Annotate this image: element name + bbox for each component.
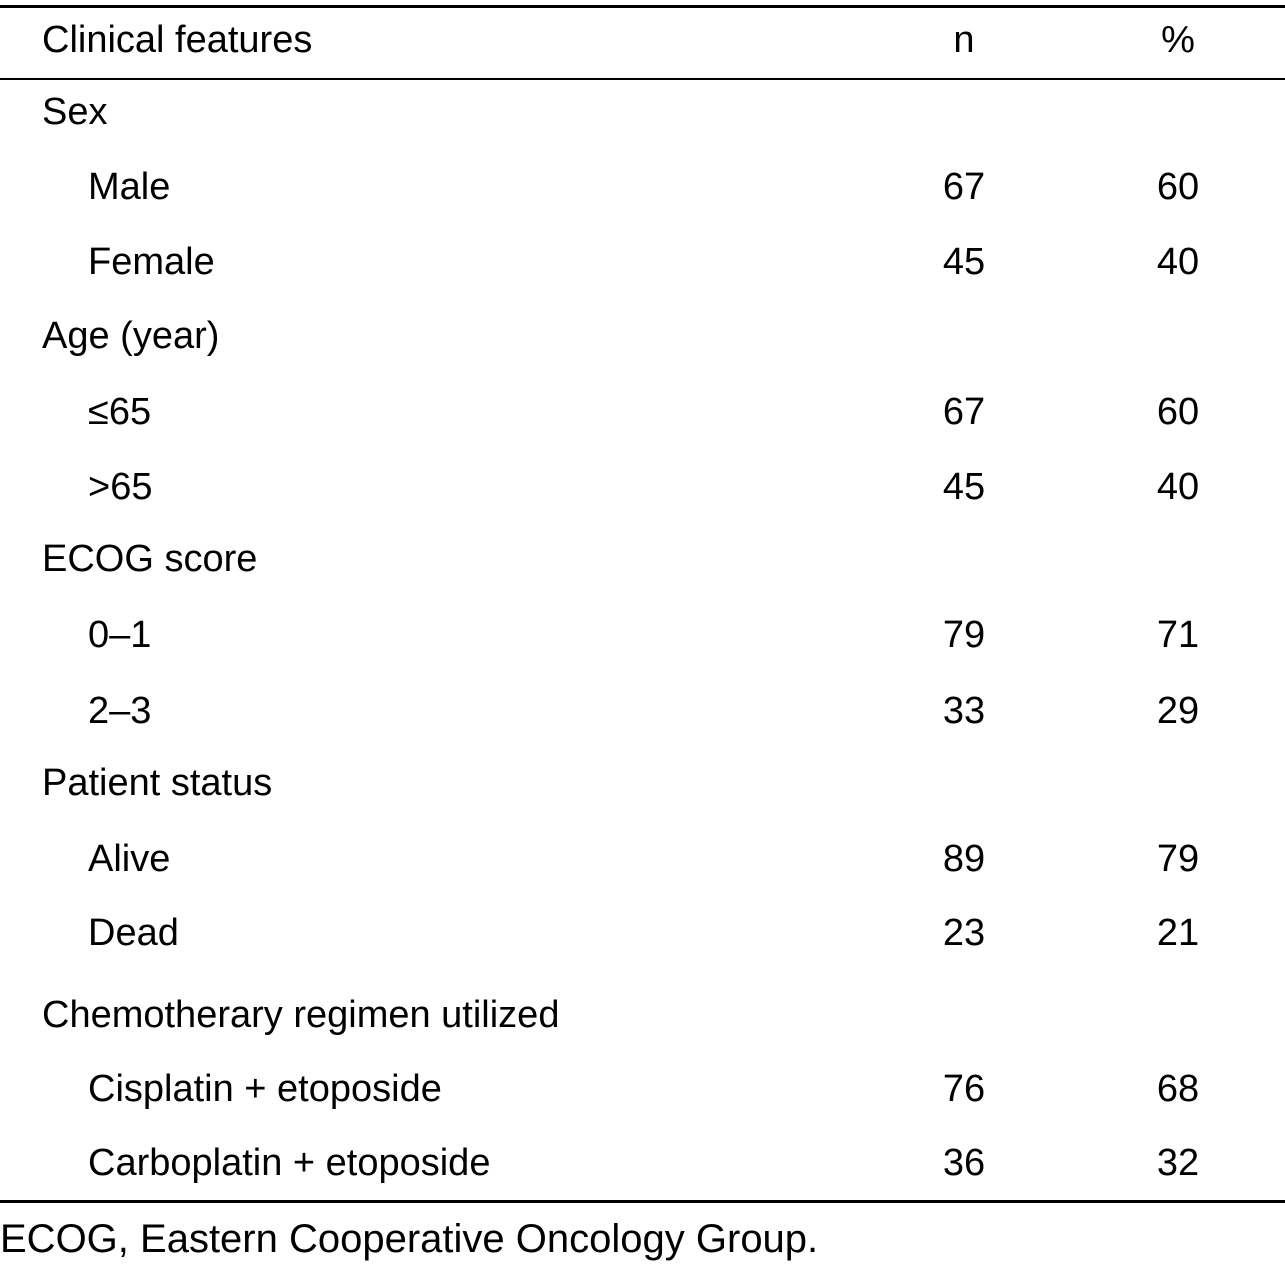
row-label: >65 [88,466,153,508]
row-percent: 79 [1156,838,1200,880]
table-row: Carboplatin + etoposide 36 32 [0,1128,1285,1198]
row-n: 45 [942,466,986,508]
row-label: Male [88,166,171,208]
row-percent: 40 [1156,241,1200,283]
table-row-category: Sex [0,77,1285,147]
row-label: ECOG score [42,538,258,580]
table-header-row: Clinical features n % [0,5,1285,75]
table-row-category: Age (year) [0,301,1285,371]
row-n: 67 [942,391,986,433]
header-percent: % [1161,19,1195,61]
row-percent: 71 [1156,614,1200,656]
table-row: Alive 89 79 [0,824,1285,894]
row-n: 79 [942,614,986,656]
table-row-category: ECOG score [0,524,1285,594]
row-n: 76 [942,1068,986,1110]
table-row: 0–1 79 71 [0,600,1285,670]
table-row: Female 45 40 [0,227,1285,297]
table-footnote: ECOG, Eastern Cooperative Oncology Group… [0,1217,819,1261]
row-label: Alive [88,838,171,880]
row-label: 2–3 [88,690,152,732]
row-label: Female [88,241,215,283]
header-n: n [953,19,975,61]
header-clinical-features: Clinical features [42,19,313,61]
table-row: >65 45 40 [0,452,1285,522]
row-label: Dead [88,912,179,954]
row-label: ≤65 [88,391,152,433]
row-n: 36 [942,1142,986,1184]
table-bottom-rule [0,1200,1285,1203]
row-percent: 60 [1156,391,1200,433]
row-label: Cisplatin + etoposide [88,1068,442,1110]
table-row: ≤65 67 60 [0,377,1285,447]
row-n: 45 [942,241,986,283]
row-n: 89 [942,838,986,880]
table-top-rule [0,5,1285,8]
table-row: Cisplatin + etoposide 76 68 [0,1054,1285,1124]
row-n: 67 [942,166,986,208]
row-percent: 29 [1156,690,1200,732]
row-n: 33 [942,690,986,732]
row-label: 0–1 [88,614,152,656]
row-label: Patient status [42,762,273,804]
table-row-category: Chemotherary regimen utilized [0,980,1285,1050]
row-percent: 32 [1156,1142,1200,1184]
table-header-rule [0,78,1285,80]
row-percent: 40 [1156,466,1200,508]
row-percent: 21 [1156,912,1200,954]
row-label: Chemotherary regimen utilized [42,994,560,1036]
table-row: Dead 23 21 [0,898,1285,968]
row-label: Sex [42,91,108,133]
table-row-category: Patient status [0,748,1285,818]
row-label: Age (year) [42,315,220,357]
table-row: Male 67 60 [0,152,1285,222]
row-n: 23 [942,912,986,954]
row-label: Carboplatin + etoposide [88,1142,491,1184]
table-row: 2–3 33 29 [0,676,1285,746]
row-percent: 68 [1156,1068,1200,1110]
row-percent: 60 [1156,166,1200,208]
